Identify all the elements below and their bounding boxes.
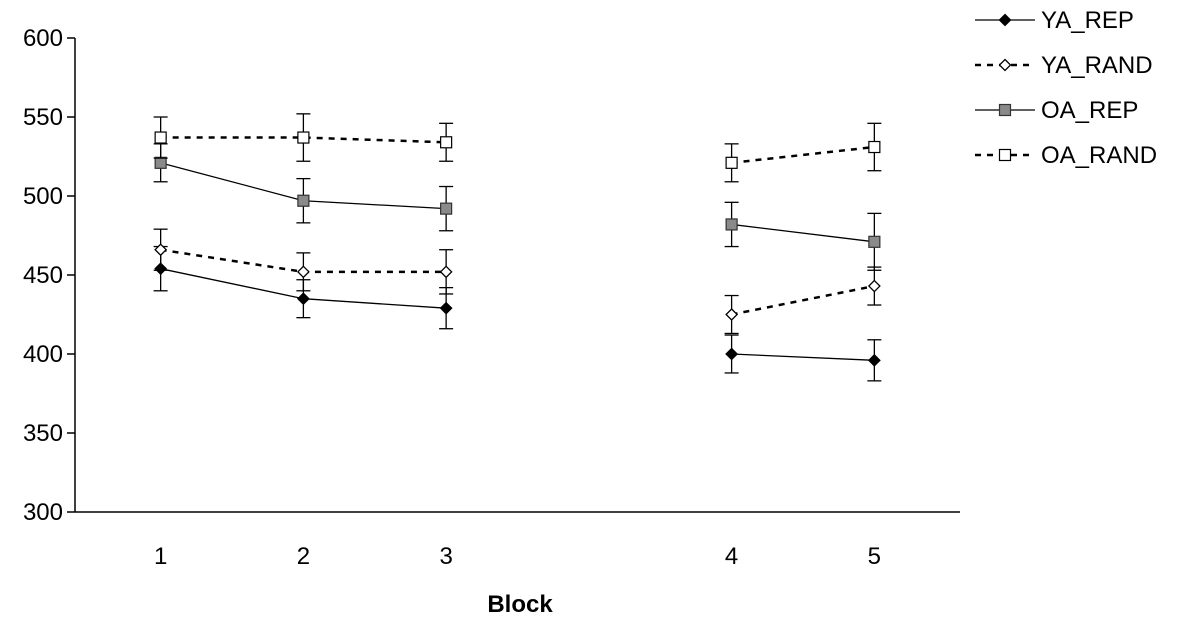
series-ya-rand: [153, 228, 882, 335]
y-tick-label: 550: [23, 104, 63, 131]
legend-marker: [998, 103, 1012, 117]
series-line: [731, 353, 875, 361]
legend-label: YA_REP: [1041, 7, 1134, 34]
legend-label: YA_RAND: [1041, 52, 1153, 79]
x-tick-label: 2: [297, 543, 310, 570]
legend-label: OA_REP: [1041, 97, 1138, 124]
series-line: [731, 223, 875, 243]
data-point: [868, 235, 881, 248]
legend-item: YA_REP: [975, 7, 1134, 34]
legend-marker: [998, 148, 1012, 162]
x-tick-label: 5: [868, 543, 881, 570]
x-tick-label: 1: [154, 543, 167, 570]
data-point: [296, 265, 310, 279]
legend-marker: [998, 13, 1012, 27]
data-point: [297, 194, 310, 207]
y-tick-label: 400: [23, 341, 63, 368]
y-tick-label: 350: [23, 420, 63, 447]
data-point: [296, 292, 310, 306]
legend-marker: [998, 58, 1012, 72]
legend-item: OA_REP: [975, 97, 1138, 124]
data-point: [725, 347, 739, 361]
series-line: [731, 145, 875, 165]
data-point: [440, 136, 453, 149]
data-point: [868, 140, 881, 154]
x-tick-label: 4: [725, 543, 738, 570]
legend-item: YA_RAND: [975, 52, 1153, 79]
x-axis-title: Block: [487, 591, 553, 618]
series-ya-rep: [153, 245, 882, 382]
data-point: [297, 131, 310, 144]
series-line: [731, 284, 875, 316]
legend: YA_REP YA_RAND OA_REP OA_RAND: [975, 7, 1157, 169]
series-oa-rand: [153, 113, 882, 183]
legend-label: OA_RAND: [1041, 142, 1157, 169]
data-point: [867, 353, 881, 367]
x-axis: 1 2 3 4 5: [75, 511, 960, 570]
x-tick-label: 3: [439, 543, 452, 570]
data-point: [154, 156, 167, 169]
data-point: [154, 243, 168, 257]
data-point: [439, 301, 453, 315]
y-axis: 300 350 400 450 500 550 600: [23, 25, 76, 526]
y-tick-label: 300: [23, 499, 63, 526]
plot-area: [153, 113, 882, 382]
legend-item: OA_RAND: [975, 142, 1157, 169]
data-point: [725, 308, 739, 321]
y-tick-label: 450: [23, 262, 63, 289]
series-oa-rep: [153, 143, 882, 271]
data-point: [725, 156, 738, 169]
y-tick-label: 500: [23, 183, 63, 210]
data-point: [440, 202, 453, 215]
data-point: [439, 265, 453, 279]
y-tick-label: 600: [23, 25, 63, 52]
data-point: [725, 218, 738, 231]
data-point: [867, 279, 881, 293]
data-point: [154, 131, 167, 144]
